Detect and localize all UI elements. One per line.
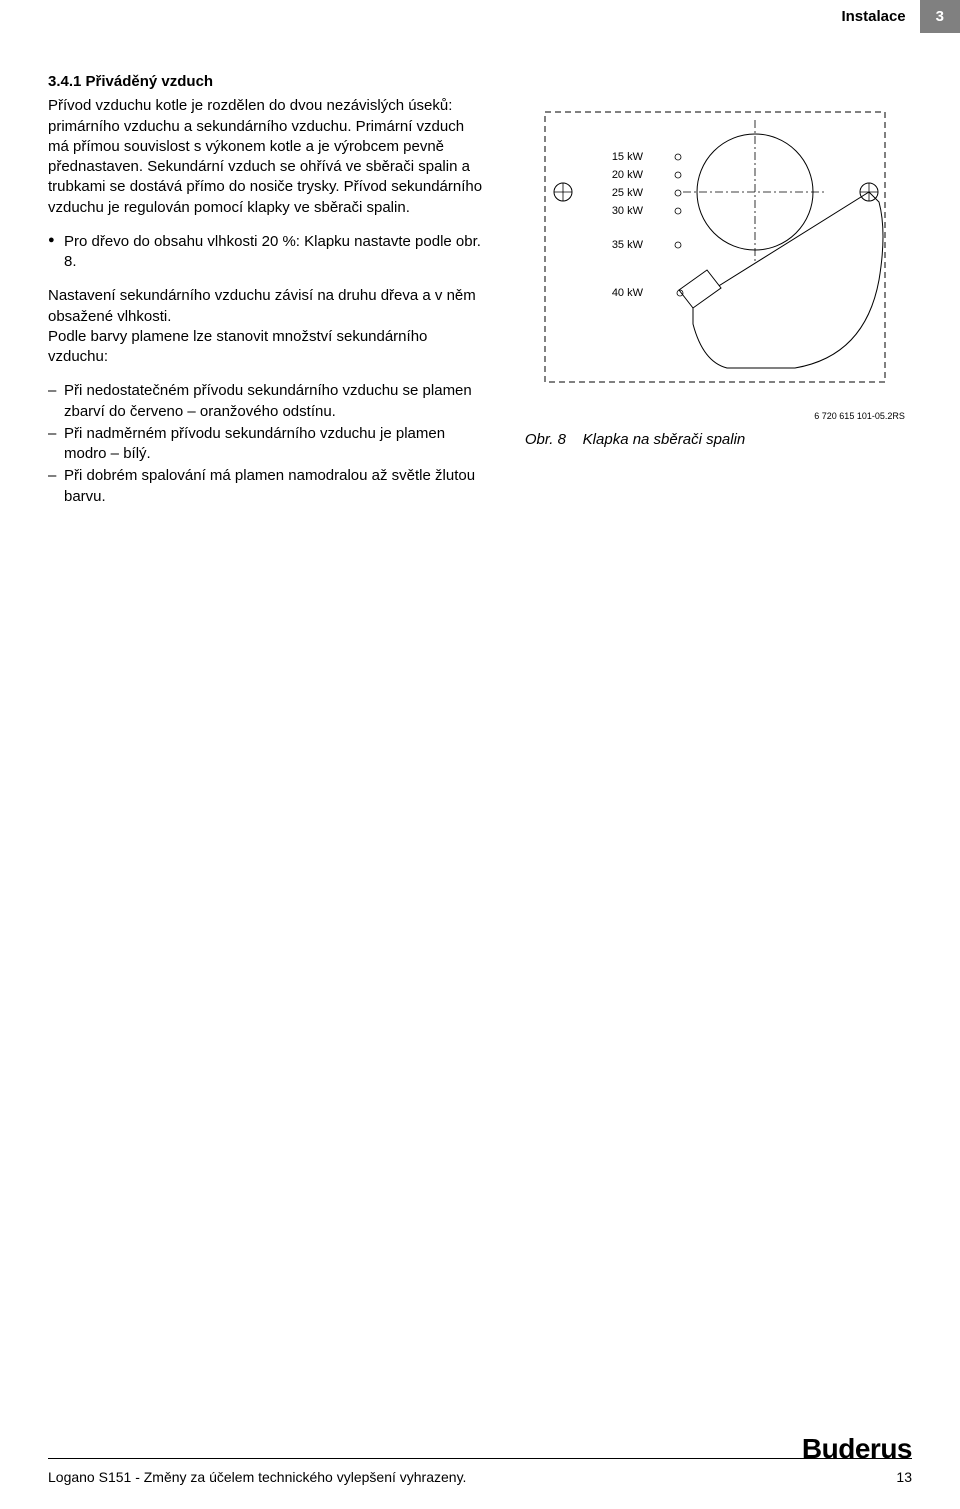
diagram-reference-number: 6 720 615 101-05.2RS xyxy=(525,411,905,421)
header-section-title: Instalace xyxy=(827,0,919,33)
main-content: 3.4.1 Přiváděný vzduch Přívod vzduchu ko… xyxy=(48,72,912,509)
page-footer: Logano S151 - Změny za účelem technickéh… xyxy=(48,1458,912,1485)
diagram-caption-label: Obr. 8 xyxy=(525,431,566,448)
paragraph-1: Přívod vzduchu kotle je rozdělen do dvou… xyxy=(48,96,485,218)
diagram-caption: Obr. 8 Klapka na sběrači spalin xyxy=(525,431,905,448)
bullet-list: Pro dřevo do obsahu vlhkosti 20 %: Klapk… xyxy=(48,232,485,273)
header-section-number: 3 xyxy=(920,0,960,33)
svg-text:30 kW: 30 kW xyxy=(612,205,644,217)
right-column: 15 kW 20 kW 25 kW 30 kW 35 kW 40 kW 6 720 615… xyxy=(515,72,912,509)
damper-diagram: 15 kW 20 kW 25 kW 30 kW 35 kW 40 kW xyxy=(525,102,905,402)
paragraph-3-text: Nastavení sekundárního vzduchu závisí na… xyxy=(48,287,476,324)
svg-text:25 kW: 25 kW xyxy=(612,187,644,199)
dash-item-3: Při dobrém spalování má plamen namodralo… xyxy=(48,466,485,507)
paragraph-4: Podle barvy plamene lze stanovit množstv… xyxy=(48,327,485,368)
svg-text:15 kW: 15 kW xyxy=(612,151,644,163)
dash-item-2: Při nadměrném přívodu sekundárního vzduc… xyxy=(48,424,485,465)
left-column: 3.4.1 Přiváděný vzduch Přívod vzduchu ko… xyxy=(48,72,485,509)
svg-text:20 kW: 20 kW xyxy=(612,169,644,181)
diagram-caption-text: Klapka na sběrači spalin xyxy=(583,431,746,448)
bullet-item: Pro dřevo do obsahu vlhkosti 20 %: Klapk… xyxy=(48,232,485,273)
svg-text:40 kW: 40 kW xyxy=(612,287,644,299)
section-heading: 3.4.1 Přiváděný vzduch xyxy=(48,72,485,92)
svg-text:35 kW: 35 kW xyxy=(612,239,644,251)
diagram-container: 15 kW 20 kW 25 kW 30 kW 35 kW 40 kW 6 720 615… xyxy=(525,102,905,448)
paragraph-3: Nastavení sekundárního vzduchu závisí na… xyxy=(48,286,485,327)
page-header: Instalace 3 xyxy=(827,0,960,33)
footer-page-number: 13 xyxy=(896,1469,912,1485)
dash-list: Při nedostatečném přívodu sekundárního v… xyxy=(48,381,485,507)
footer-text: Logano S151 - Změny za účelem technickéh… xyxy=(48,1469,466,1485)
dash-item-1: Při nedostatečném přívodu sekundárního v… xyxy=(48,381,485,422)
